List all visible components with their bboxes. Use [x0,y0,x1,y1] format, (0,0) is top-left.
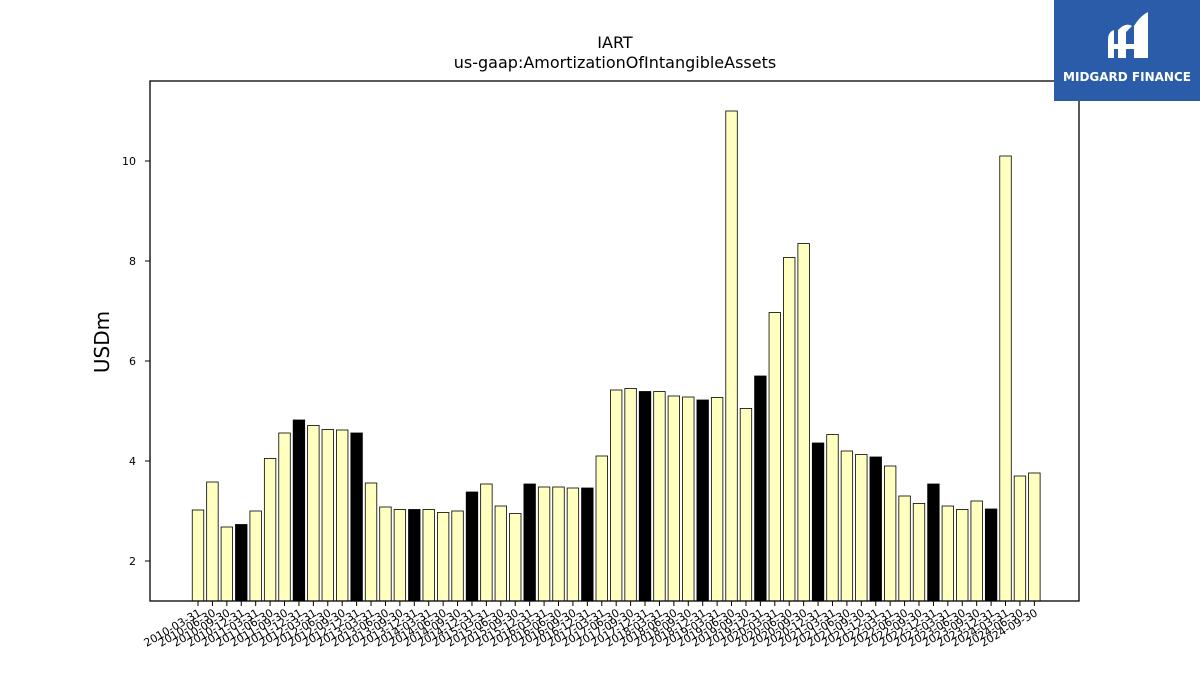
bar-2023-09-30 [970,500,983,602]
bar-2012-06-30 [321,429,334,602]
bar-2018-09-30 [682,396,695,602]
bar-2010-03-31 [191,509,205,602]
y-axis-label: USDm [90,311,114,373]
bar-2015-06-30 [494,505,507,602]
bar-2017-09-30 [624,388,637,602]
y-tick-label: 6 [129,355,136,368]
bar-2020-06-30 [783,257,796,602]
bar-2016-03-31 [537,486,551,602]
bar-2016-06-30 [552,486,565,602]
midgard-logo-icon [1108,12,1148,59]
y-ticks: 2 4 6 8 10 [122,155,150,568]
brand-name: MIDGARD FINANCE [1063,70,1191,84]
bar-2020-09-30 [797,243,810,602]
bar-2013-03-31 [364,482,378,602]
y-tick-label: 10 [122,155,136,168]
bar-2021-03-31 [826,434,839,602]
bar-2021-12-31 [869,456,882,602]
bar-2015-09-30 [509,513,522,602]
bar-2018-12-31 [696,399,709,602]
bar-2010-12-31 [235,524,248,602]
bar-2011-09-30 [278,432,291,602]
bar-2012-03-31 [307,425,320,602]
bar-2018-06-30 [667,395,681,602]
bar-2015-12-31 [523,483,536,602]
bar-2016-12-31 [581,487,594,602]
bar-2013-09-30 [393,509,407,602]
bar-2012-09-30 [336,429,349,602]
bar-2014-12-31 [465,491,479,602]
bar-2017-06-30 [610,389,623,602]
bar-2021-06-30 [840,450,854,602]
bar-2010-06-30 [206,481,219,602]
bar-2014-06-30 [436,512,450,602]
plot-frame [149,80,1080,602]
bar-2011-06-30 [263,458,277,602]
bar-2023-12-31 [984,508,998,602]
chart-title: IART [597,33,633,52]
bars-group [191,110,1041,602]
bar-2014-03-31 [422,509,435,602]
x-ticks: 2010-03-312010-06-302010-09-302010-12-31… [142,601,1040,650]
bar-2011-12-31 [292,419,306,602]
bar-2013-06-30 [379,506,392,602]
bar-2019-03-31 [710,397,724,602]
bar-2022-06-30 [898,495,911,602]
bar-2018-03-31 [653,391,666,602]
y-tick-label: 4 [129,455,136,468]
bar-2019-09-30 [739,408,753,602]
bar-2011-03-31 [249,510,262,602]
bar-2020-03-31 [768,312,781,602]
bar-2019-12-31 [754,375,767,602]
bar-2017-03-31 [595,455,608,602]
bar-2024-03-31 [999,155,1012,602]
bar-2014-09-30 [451,510,464,602]
bar-2012-12-31 [350,432,363,602]
bar-2022-09-30 [912,503,926,602]
bar-2020-12-31 [811,442,825,602]
bar-2019-06-30 [725,110,738,602]
bar-2015-03-31 [480,483,493,602]
bar-2017-12-31 [638,391,652,602]
y-tick-label: 2 [129,555,136,568]
bar-2013-12-31 [408,509,421,602]
brand-logo: MIDGARD FINANCE [1054,0,1200,101]
bar-2024-06-30 [1013,475,1027,602]
bar-2023-06-30 [956,509,969,602]
bar-2023-03-31 [941,505,954,602]
bar-2024-09-30 [1028,472,1041,602]
chart-subtitle: us-gaap:AmortizationOfIntangibleAssets [454,53,776,72]
bar-2022-03-31 [884,465,897,602]
bar-2021-09-30 [855,454,868,602]
bar-2010-09-30 [220,526,233,602]
y-tick-label: 8 [129,255,136,268]
bar-2022-12-31 [927,483,940,602]
bar-2016-09-30 [566,487,580,602]
